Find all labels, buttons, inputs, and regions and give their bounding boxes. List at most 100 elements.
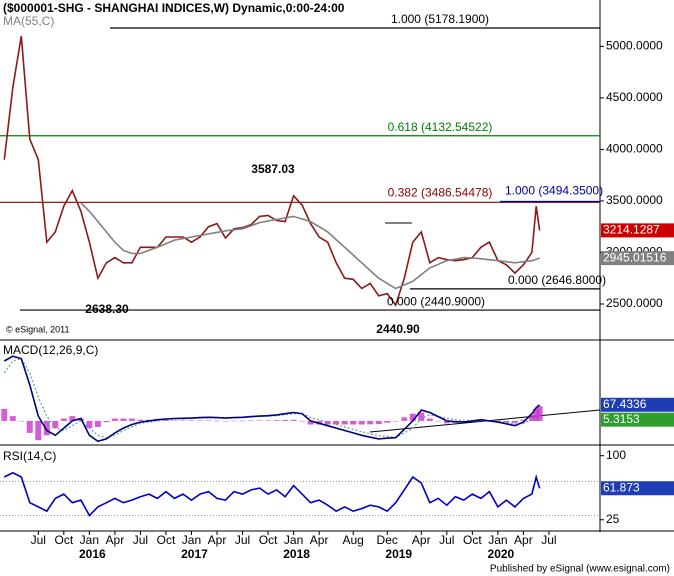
histogram-bar xyxy=(341,420,348,425)
level-label: 0.000 (2440.9000) xyxy=(387,294,485,308)
x-tick-label: Aug xyxy=(343,533,364,547)
plot-area xyxy=(0,471,600,517)
histogram-bar xyxy=(248,420,255,421)
histogram-bar xyxy=(1,408,8,421)
x-tick-label: Apr xyxy=(514,533,533,547)
histogram-bar xyxy=(324,420,331,425)
histogram-bar xyxy=(26,420,33,433)
y-tick-label: 25 xyxy=(606,512,620,526)
y-tick-label: 5000.0000 xyxy=(606,39,663,53)
x-tick-label: Apr xyxy=(208,533,227,547)
footer: Published by eSignal (www.esignal.com) xyxy=(490,564,670,575)
price-tag xyxy=(601,481,674,496)
x-year-label: 2020 xyxy=(488,547,515,561)
series-line xyxy=(3,35,541,307)
x-tick-label: Jan xyxy=(284,533,303,547)
panel-title: RSI(14,C) xyxy=(3,449,56,463)
histogram-bar xyxy=(418,412,425,421)
histogram-bar xyxy=(536,406,543,421)
x-tick-label: Jul xyxy=(541,533,556,547)
histogram-bar xyxy=(443,420,450,424)
annotation: 3587.03 xyxy=(251,162,295,176)
x-tick-label: Dec xyxy=(377,533,398,547)
histogram-bar xyxy=(9,416,16,421)
histogram-bar xyxy=(18,420,25,422)
histogram-bar xyxy=(299,420,306,422)
histogram-bar xyxy=(188,420,195,421)
histogram-bar xyxy=(35,420,42,441)
histogram-bar xyxy=(94,420,101,427)
histogram-bar xyxy=(162,419,169,421)
histogram-bar xyxy=(282,419,289,421)
level-label: 0.000 (2646.8000) xyxy=(508,273,606,287)
histogram-bar xyxy=(171,420,178,421)
histogram-bar xyxy=(239,420,246,422)
histogram-bar xyxy=(384,420,391,423)
histogram-bar xyxy=(137,419,144,421)
histogram-bar xyxy=(435,420,442,422)
histogram-bar xyxy=(401,417,408,421)
x-year-label: 2019 xyxy=(385,547,412,561)
level-label: 1.000 (5178.1900) xyxy=(391,12,489,26)
histogram-bar xyxy=(307,420,314,425)
annotation: 2638.30 xyxy=(85,302,129,316)
x-tick-label: Jan xyxy=(182,533,201,547)
histogram-bar xyxy=(520,419,527,421)
price-tag-label: 2945.01516 xyxy=(603,250,667,264)
level-label: 1.000 (3494.3500) xyxy=(505,184,603,198)
x-tick-label: Jul xyxy=(439,533,454,547)
histogram-bar xyxy=(350,420,357,425)
plot-area xyxy=(0,27,600,311)
x-tick-label: Jul xyxy=(235,533,250,547)
legend-entry: MA(55,C) xyxy=(3,14,54,28)
histogram-bar xyxy=(179,420,186,421)
histogram-bar xyxy=(197,420,203,421)
histogram-bar xyxy=(256,420,263,421)
panel-title: MACD(12,26,9,C) xyxy=(3,343,98,357)
y-tick-label: 4000.0000 xyxy=(606,142,663,156)
level-label: 0.382 (3486.54478) xyxy=(388,186,493,200)
x-tick-label: Jan xyxy=(80,533,99,547)
x-year-label: 2016 xyxy=(79,547,106,561)
histogram-bar xyxy=(69,416,76,421)
x-tick-label: Apr xyxy=(106,533,125,547)
series-line xyxy=(3,355,541,443)
histogram-bar xyxy=(409,413,416,421)
plot-area xyxy=(1,355,543,443)
histogram-bar xyxy=(86,420,93,429)
histogram-bar xyxy=(477,420,484,421)
y-tick-label: 3500.0000 xyxy=(606,193,663,207)
histogram-bar xyxy=(214,420,221,422)
series-line xyxy=(3,357,540,439)
y-tick-label: 2500.0000 xyxy=(606,296,663,310)
histogram-bar xyxy=(265,420,272,421)
histogram-bar xyxy=(533,408,540,421)
x-tick-label: Oct xyxy=(259,533,278,547)
histogram-bar xyxy=(375,420,382,425)
price-tag xyxy=(601,251,674,266)
histogram-bar xyxy=(511,420,518,423)
price-tag-label: 5.3153 xyxy=(603,412,640,426)
histogram-bar xyxy=(128,418,135,421)
price-tag xyxy=(601,397,674,412)
histogram-bar xyxy=(426,418,433,421)
histogram-bar xyxy=(290,419,297,421)
histogram-bar xyxy=(231,420,238,422)
price-tag-label: 3214.1287 xyxy=(603,223,660,237)
histogram-bar xyxy=(120,418,127,421)
histogram-bar xyxy=(52,420,59,429)
histogram-bar xyxy=(392,420,399,422)
histogram-bar xyxy=(358,420,365,425)
x-tick-label: Jul xyxy=(133,533,148,547)
x-tick-label: Jan xyxy=(488,533,507,547)
level-label: 0.618 (4132.54522) xyxy=(388,120,493,134)
histogram-bar xyxy=(111,418,118,421)
y-tick-label: 4500.0000 xyxy=(606,90,663,104)
histogram-bar xyxy=(528,414,535,421)
x-year-label: 2017 xyxy=(181,547,208,561)
x-tick-label: Apr xyxy=(412,533,431,547)
series-line xyxy=(3,471,541,517)
x-tick-label: Oct xyxy=(463,533,482,547)
